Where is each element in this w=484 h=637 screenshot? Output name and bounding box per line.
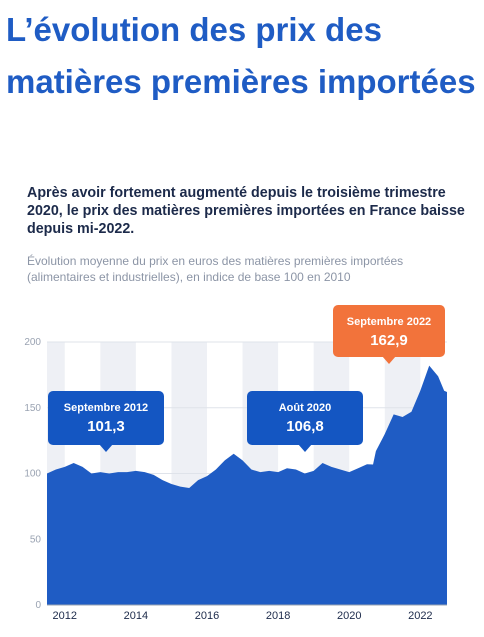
callout-title: Août 2020 xyxy=(279,402,332,414)
y-tick-label: 100 xyxy=(24,469,41,480)
callout-box xyxy=(48,391,164,445)
callout-title: Septembre 2022 xyxy=(347,316,431,328)
x-tick-label: 2018 xyxy=(266,610,290,622)
price-index-chart: 0 50 100 150 200 2012 2014 2016 2018 2020 2022 Sept… xyxy=(24,305,447,622)
y-tick-label: 200 xyxy=(24,337,41,348)
y-tick-label: 0 xyxy=(35,600,41,611)
x-tick-label: 2014 xyxy=(124,610,148,622)
y-tick-label: 50 xyxy=(30,534,42,545)
callout-pointer xyxy=(99,444,113,452)
page-title: L’évolution des prix des matières premiè… xyxy=(6,11,476,100)
chart-headline: Après avoir fortement augmenté depuis le… xyxy=(27,185,465,237)
callout-pointer xyxy=(298,444,312,452)
x-tick-label: 2012 xyxy=(53,610,77,622)
x-tick-label: 2022 xyxy=(408,610,432,622)
callout-pointer xyxy=(382,356,396,364)
y-tick-label: 150 xyxy=(24,403,41,414)
callout-value: 106,8 xyxy=(286,418,324,435)
callout-box xyxy=(333,305,445,357)
price-index-area xyxy=(47,365,447,605)
callout-box xyxy=(247,391,363,445)
x-tick-label: 2016 xyxy=(195,610,219,622)
x-tick-label: 2020 xyxy=(337,610,361,622)
callout-title: Septembre 2012 xyxy=(64,402,148,414)
callout-value: 162,9 xyxy=(370,332,408,349)
chart-subtitle: Évolution moyenne du prix en euros des m… xyxy=(27,254,404,284)
callout-value: 101,3 xyxy=(87,418,125,435)
